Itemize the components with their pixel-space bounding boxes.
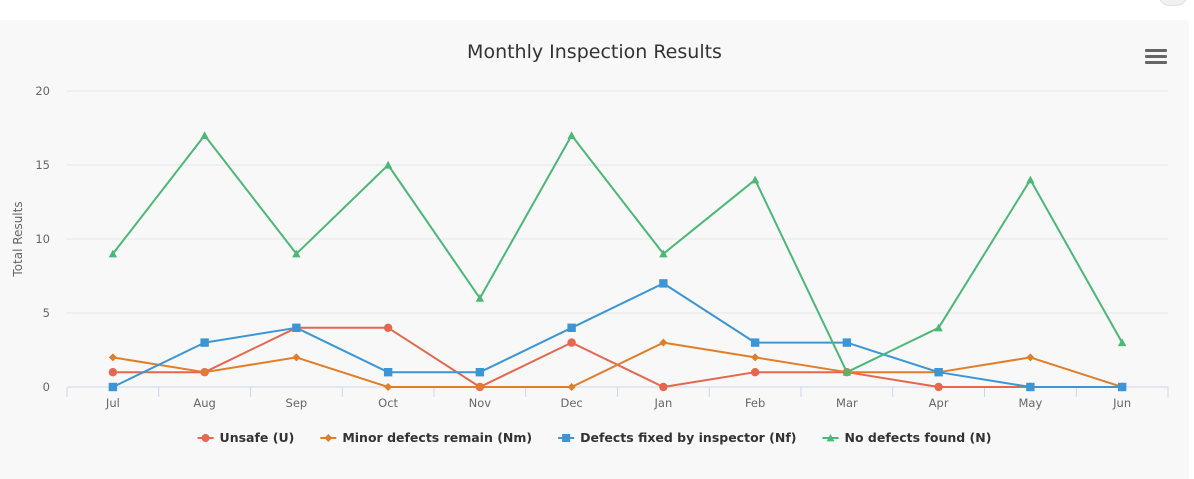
x-axis [66,386,1169,397]
data-point-marker[interactable] [934,323,943,332]
data-point-marker[interactable] [659,382,668,392]
data-point-marker[interactable] [567,338,576,347]
menu-bar [1145,61,1167,64]
data-point-marker[interactable] [842,338,852,347]
data-point-marker[interactable] [1117,382,1127,392]
legend-marker-symbol [324,434,333,442]
data-point-marker[interactable] [659,338,668,347]
x-tick-label: Mar [836,396,858,410]
data-point-marker[interactable] [383,368,393,377]
y-axis-ticks: 0 5 10 15 20 [35,84,50,394]
page-corner-button[interactable] [1158,0,1188,6]
menu-bar [1145,49,1167,52]
menu-bar [1145,55,1167,58]
series-lines [108,131,1127,392]
x-tick-label: Apr [929,396,949,410]
data-point-marker[interactable] [750,175,760,184]
x-tick-label: Aug [193,396,215,410]
data-point-marker[interactable] [200,131,209,139]
y-tick-label: 20 [35,84,50,98]
data-point-marker[interactable] [750,338,760,347]
chart-container: Monthly Inspection Results 0 5 10 15 20 Jul A… [0,20,1189,479]
x-tick-label: Feb [745,396,765,410]
legend-label: Minor defects remain (Nm) [342,430,532,445]
data-point-marker[interactable] [384,383,393,391]
series-1 [108,338,1127,391]
data-point-marker[interactable] [1026,382,1035,392]
data-point-marker[interactable] [108,353,117,362]
legend-marker-symbol [562,434,571,442]
data-point-marker[interactable] [567,323,576,332]
chart-menu-icon[interactable] [1144,46,1168,66]
legend-item[interactable]: Minor defects remain (Nm) [320,430,532,445]
data-point-marker[interactable] [383,160,393,169]
legend-item[interactable]: Unsafe (U) [197,430,295,445]
legend-marker-symbol [826,434,835,442]
data-point-marker[interactable] [475,368,485,377]
data-point-marker[interactable] [475,294,485,302]
data-point-marker[interactable] [292,353,301,362]
legend-label: Defects fixed by inspector (Nf) [580,430,796,445]
data-point-marker[interactable] [108,382,118,392]
series-line [112,341,1123,388]
y-tick-label: 5 [43,306,50,320]
legend: Unsafe (U) Minor defects remain (Nm) Defec… [197,430,992,445]
series-2 [108,279,1127,392]
y-axis-label: Total Results [11,201,25,277]
x-tick-label: Nov [469,396,492,410]
data-point-marker[interactable] [108,368,118,377]
data-point-marker[interactable] [383,323,393,332]
data-point-marker[interactable] [842,368,852,376]
data-point-marker[interactable] [567,383,576,391]
legend-marker-symbol [201,434,210,442]
chart-title: Monthly Inspection Results [467,41,722,63]
grid-lines [67,90,1168,314]
data-point-marker[interactable] [1026,353,1035,362]
data-point-marker[interactable] [292,249,301,258]
x-tick-label: Jan [654,396,673,410]
series-line [112,134,1123,374]
x-tick-label: Oct [378,396,398,410]
legend-item[interactable]: No defects found (N) [822,430,992,445]
line-chart: 0 5 10 15 20 Jul Aug Sep Oct Nov Dec Jan Feb Mar Apr M… [11,84,1169,445]
data-point-marker[interactable] [659,279,668,288]
x-tick-label: Dec [560,396,582,410]
data-point-marker[interactable] [567,131,576,139]
data-point-marker[interactable] [475,383,484,391]
data-point-marker[interactable] [934,368,943,377]
x-tick-label: May [1018,396,1042,410]
data-point-marker[interactable] [1117,338,1127,347]
series-3 [108,131,1127,376]
y-tick-label: 10 [35,232,50,246]
x-tick-label: Jul [105,396,120,410]
x-tick-label: Jun [1112,396,1131,410]
legend-item[interactable]: Defects fixed by inspector (Nf) [558,430,797,445]
data-point-marker[interactable] [934,382,943,392]
data-point-marker[interactable] [659,249,668,258]
legend-label: Unsafe (U) [220,430,295,445]
data-point-marker[interactable] [108,249,118,258]
x-axis-ticks: Jul Aug Sep Oct Nov Dec Jan Feb Mar Apr May Jun [105,396,1131,410]
data-point-marker[interactable] [200,338,209,347]
series-line [112,282,1123,388]
data-point-marker[interactable] [750,368,760,377]
data-point-marker[interactable] [200,368,209,377]
data-point-marker[interactable] [1026,175,1035,184]
data-point-marker[interactable] [751,353,760,362]
x-tick-label: Sep [286,396,308,410]
y-tick-label: 15 [35,158,50,172]
data-point-marker[interactable] [292,323,301,332]
legend-label: No defects found (N) [845,430,992,445]
y-tick-label: 0 [43,380,50,394]
